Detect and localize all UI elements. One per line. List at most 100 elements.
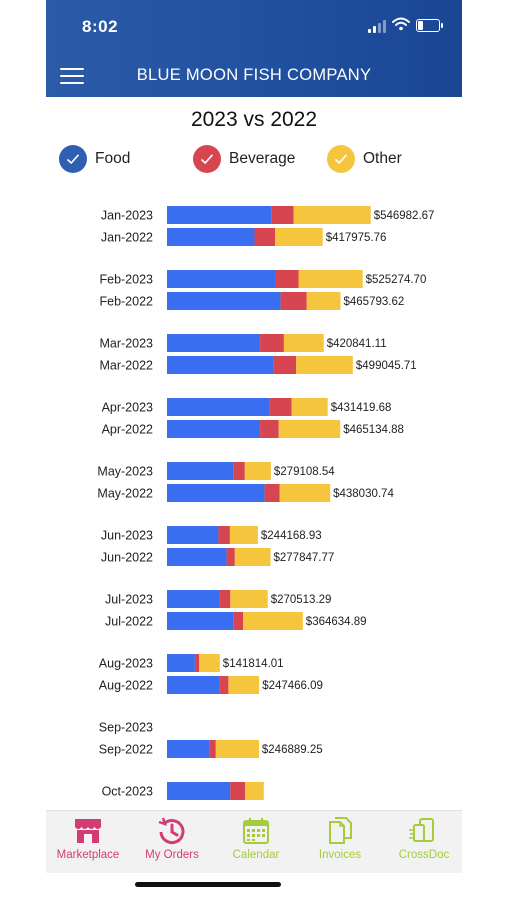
bar-segment-food[interactable] bbox=[167, 484, 265, 502]
bar-segment-beverage[interactable] bbox=[233, 462, 245, 480]
nav-calendar[interactable]: Calendar bbox=[214, 811, 298, 873]
bar-segment-beverage[interactable] bbox=[233, 612, 243, 630]
bar-segment-food[interactable] bbox=[167, 292, 281, 310]
total-label: $417975.76 bbox=[326, 232, 387, 244]
bar-segment-food[interactable] bbox=[167, 590, 220, 608]
category-label: Jul-2023 bbox=[105, 593, 153, 607]
legend-label-other: Other bbox=[363, 150, 402, 167]
bar-segment-beverage[interactable] bbox=[260, 420, 279, 438]
bar-segment-beverage[interactable] bbox=[260, 334, 284, 352]
bar-segment-food[interactable] bbox=[167, 654, 195, 672]
bar-segment-beverage[interactable] bbox=[226, 548, 235, 566]
total-label: $279108.54 bbox=[274, 466, 335, 478]
total-label: $438030.74 bbox=[333, 488, 394, 500]
bar-segment-beverage[interactable] bbox=[273, 356, 297, 374]
bar-segment-other[interactable] bbox=[306, 292, 341, 310]
bar-segment-beverage[interactable] bbox=[264, 484, 280, 502]
category-label: Sep-2022 bbox=[99, 743, 153, 757]
bar-segment-food[interactable] bbox=[167, 228, 255, 246]
bar-segment-other[interactable] bbox=[296, 356, 353, 374]
category-label: Mar-2023 bbox=[100, 337, 154, 351]
bar-segment-other[interactable] bbox=[228, 676, 260, 694]
hamburger-menu-icon[interactable] bbox=[60, 66, 86, 86]
bar-segment-other[interactable] bbox=[291, 398, 328, 416]
status-time: 8:02 bbox=[82, 17, 119, 36]
chart-title: 2023 vs 2022 bbox=[190, 108, 318, 131]
total-label: $420841.11 bbox=[327, 338, 387, 350]
home-indicator bbox=[135, 882, 281, 887]
bar-segment-food[interactable] bbox=[167, 740, 210, 758]
bar-segment-food[interactable] bbox=[167, 612, 234, 630]
bar-segment-food[interactable] bbox=[167, 676, 220, 694]
bar-segment-food[interactable] bbox=[167, 782, 231, 800]
legend-other[interactable]: Other bbox=[327, 144, 402, 174]
bar-segment-beverage[interactable] bbox=[280, 292, 307, 310]
category-label: Jan-2023 bbox=[101, 209, 153, 223]
total-label: $247466.09 bbox=[262, 680, 323, 692]
category-label: Feb-2023 bbox=[99, 273, 153, 287]
bar-segment-beverage[interactable] bbox=[254, 228, 276, 246]
total-label: $244168.93 bbox=[261, 530, 322, 542]
cellular-signal-icon bbox=[368, 19, 386, 33]
total-label: $246889.25 bbox=[262, 744, 323, 756]
total-label: $465793.62 bbox=[344, 296, 405, 308]
bar-segment-food[interactable] bbox=[167, 526, 219, 544]
nav-label: Marketplace bbox=[56, 849, 120, 861]
total-label: $277847.77 bbox=[274, 552, 335, 564]
bar-segment-food[interactable] bbox=[167, 206, 272, 224]
bar-segment-other[interactable] bbox=[244, 462, 271, 480]
bar-segment-beverage[interactable] bbox=[219, 676, 229, 694]
bar-segment-beverage[interactable] bbox=[218, 526, 230, 544]
bar-segment-other[interactable] bbox=[199, 654, 220, 672]
bar-segment-food[interactable] bbox=[167, 356, 274, 374]
store-icon bbox=[75, 819, 101, 843]
bar-segment-other[interactable] bbox=[230, 590, 268, 608]
bar-segment-other[interactable] bbox=[245, 782, 264, 800]
bar-segment-other[interactable] bbox=[275, 228, 323, 246]
category-label: Jun-2022 bbox=[101, 551, 153, 565]
bar-segment-other[interactable] bbox=[279, 484, 331, 502]
bar-segment-beverage[interactable] bbox=[271, 206, 294, 224]
bar-segment-food[interactable] bbox=[167, 270, 275, 288]
bar-segment-food[interactable] bbox=[167, 548, 227, 566]
bar-segment-food[interactable] bbox=[167, 420, 261, 438]
category-label: Jun-2023 bbox=[101, 529, 153, 543]
category-label: Apr-2022 bbox=[102, 423, 153, 437]
bar-segment-beverage[interactable] bbox=[230, 782, 246, 800]
bar-segment-other[interactable] bbox=[283, 334, 324, 352]
bar-segment-beverage[interactable] bbox=[269, 398, 292, 416]
bar-segment-other[interactable] bbox=[298, 270, 363, 288]
bar-segment-other[interactable] bbox=[278, 420, 341, 438]
nav-marketplace[interactable]: Marketplace bbox=[46, 811, 130, 873]
bar-segment-other[interactable] bbox=[215, 740, 259, 758]
bar-segment-food[interactable] bbox=[167, 334, 261, 352]
bar-segment-other[interactable] bbox=[243, 612, 303, 630]
total-label: $525274.70 bbox=[366, 274, 427, 286]
bar-segment-food[interactable] bbox=[167, 462, 234, 480]
nav-my-orders[interactable]: My Orders bbox=[130, 811, 214, 873]
legend-food[interactable]: Food bbox=[59, 144, 130, 174]
nav-crossdoc[interactable]: CrossDoc bbox=[382, 811, 462, 873]
legend-label-beverage: Beverage bbox=[229, 150, 296, 167]
bar-segment-beverage[interactable] bbox=[209, 740, 216, 758]
app-header: 8:02 BLUE MOON FISH COMPANY bbox=[46, 0, 462, 97]
check-icon bbox=[59, 145, 87, 173]
bar-segment-other[interactable] bbox=[293, 206, 371, 224]
bar-segment-beverage[interactable] bbox=[219, 590, 231, 608]
bar-segment-beverage[interactable] bbox=[194, 654, 199, 672]
total-label: $364634.89 bbox=[306, 616, 367, 628]
total-label: $270513.29 bbox=[271, 594, 332, 606]
check-icon bbox=[327, 145, 355, 173]
total-label: $546982.67 bbox=[374, 210, 435, 222]
history-icon bbox=[158, 817, 185, 845]
bar-segment-food[interactable] bbox=[167, 398, 270, 416]
bar-segment-beverage[interactable] bbox=[275, 270, 299, 288]
category-label: Apr-2023 bbox=[102, 401, 153, 415]
bar-segment-other[interactable] bbox=[229, 526, 258, 544]
category-label: Aug-2023 bbox=[99, 657, 153, 671]
nav-invoices[interactable]: Invoices bbox=[298, 811, 382, 873]
category-label: Feb-2022 bbox=[99, 295, 153, 309]
battery-icon bbox=[416, 19, 443, 32]
legend-beverage[interactable]: Beverage bbox=[193, 144, 295, 174]
bar-segment-other[interactable] bbox=[234, 548, 271, 566]
